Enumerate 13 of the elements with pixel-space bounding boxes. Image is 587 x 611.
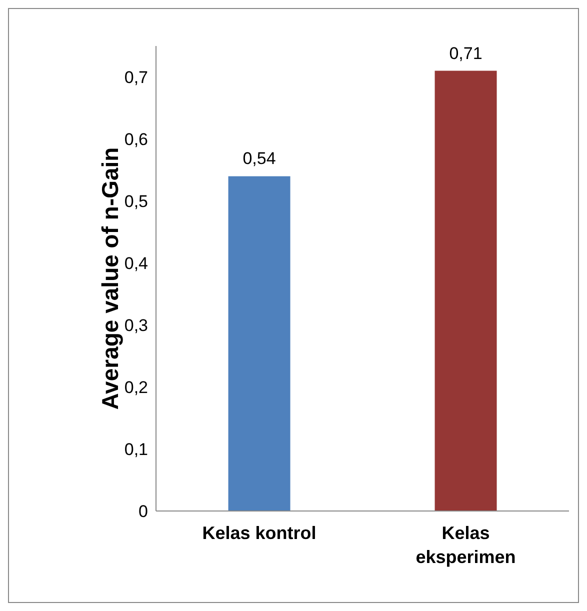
y-axis-title: Average value of n-Gain <box>97 147 124 410</box>
y-tick-label: 0,1 <box>124 440 148 460</box>
data-label: 0,71 <box>449 44 482 63</box>
y-tick-label: 0 <box>138 502 148 522</box>
y-tick-label: 0,3 <box>124 316 148 336</box>
x-tick-label: Kelas kontrol <box>202 523 316 543</box>
x-tick-label: Kelas eksperimen <box>416 523 516 567</box>
y-tick-label: 0,2 <box>124 378 148 398</box>
y-tick-label: 0,7 <box>124 68 148 88</box>
y-tick-label: 0,4 <box>124 254 148 274</box>
y-tick-label: 0,6 <box>124 130 148 150</box>
data-label: 0,54 <box>242 149 276 168</box>
y-tick-label: 0,5 <box>124 192 148 212</box>
